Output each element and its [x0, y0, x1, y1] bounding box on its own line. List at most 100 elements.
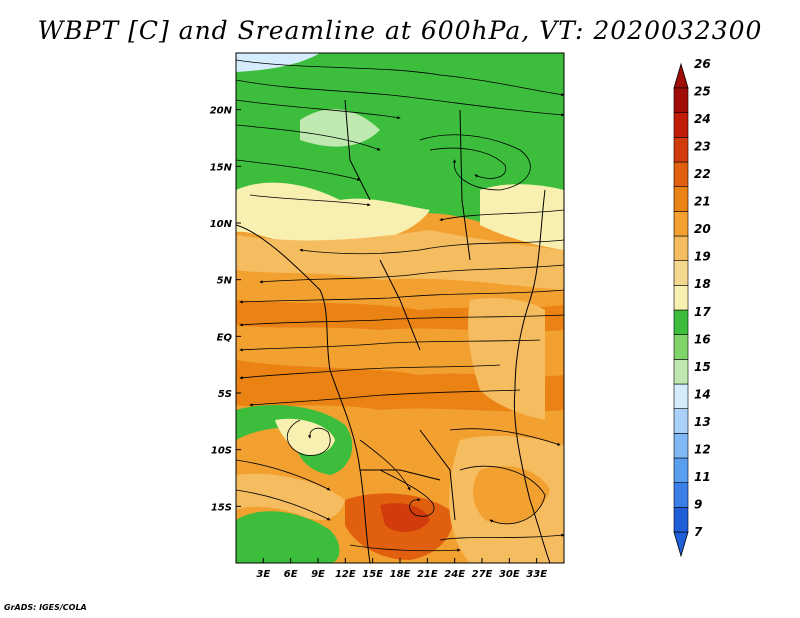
- streamline: [239, 314, 564, 327]
- colorbar-label: 13: [694, 415, 711, 429]
- colorbar-swatch: [673, 482, 689, 508]
- streamline: [249, 389, 521, 407]
- colorbar-swatch: [673, 457, 689, 483]
- lat-tick-label: 20N: [210, 106, 233, 117]
- colorbar-label: 26: [694, 57, 711, 71]
- streamline: [236, 59, 564, 97]
- lightblue-corner: [236, 53, 320, 72]
- colorbar-label: 25: [694, 85, 711, 99]
- border: [360, 469, 441, 481]
- streamline: [236, 459, 331, 491]
- streamline: [429, 147, 507, 179]
- colorbar-label: 23: [694, 140, 711, 154]
- lon-tick-label: 15E: [362, 569, 383, 580]
- colorbar-label: 14: [694, 387, 711, 401]
- colorbar-arrow-top: [673, 62, 689, 89]
- streamline: [259, 264, 564, 284]
- lat-tick-label: 10N: [210, 219, 233, 230]
- streamline: [349, 544, 461, 552]
- lon-axis: 3E 6E 9E 12E 15E 18E 21E 24E 27E 30E 33E: [256, 558, 547, 580]
- green-swirl-sw: [236, 405, 353, 475]
- credit-text: GrADS: IGES/COLA: [4, 603, 87, 612]
- border: [419, 429, 456, 521]
- streamline: [236, 489, 331, 521]
- light-green-patch: [300, 109, 380, 147]
- streamline: [249, 194, 371, 207]
- colorbar-label: 19: [694, 250, 711, 264]
- streamline: [419, 134, 531, 191]
- green-corner-sw: [236, 511, 340, 563]
- colorbar-label: 22: [694, 167, 711, 181]
- page-title: WBPT [C] and Sreamline at 600hPa, VT: 20…: [37, 16, 763, 45]
- streamline: [439, 209, 564, 222]
- colorbar-swatch: [673, 87, 689, 113]
- lon-tick-label: 27E: [472, 569, 493, 580]
- streamline: [449, 428, 561, 446]
- lat-tick-label: 15S: [211, 502, 232, 513]
- lon-tick-label: 12E: [335, 569, 356, 580]
- streamline: [236, 79, 564, 117]
- coastline-east-africa: [513, 189, 551, 563]
- lon-tick-label: 18E: [390, 569, 411, 580]
- border: [459, 109, 471, 261]
- streamline: [236, 99, 401, 120]
- colorbar-swatch: [673, 186, 689, 212]
- colorbar-label: 18: [694, 277, 711, 291]
- coastlines: [236, 99, 551, 563]
- streamline: [239, 289, 564, 304]
- border: [379, 259, 421, 351]
- colorbar-label: 12: [694, 442, 711, 456]
- streamline: [359, 439, 411, 491]
- colorbar: 7 9 11 12 13 14 15 16 17 18 19 20 21 22 23 24 25 26: [673, 57, 711, 558]
- lat-tick-label: 15N: [210, 162, 233, 173]
- colorbar-swatch: [673, 260, 689, 286]
- colorbar-swatch: [673, 507, 689, 533]
- colorbar-label: 11: [694, 470, 711, 484]
- wbpt-field: [236, 53, 564, 563]
- lat-tick-label: 5S: [218, 389, 232, 400]
- streamline: [239, 364, 501, 380]
- colorbar-swatch: [673, 433, 689, 459]
- streamline: [439, 533, 564, 541]
- colorbar-label: 15: [694, 360, 711, 374]
- lon-tick-label: 30E: [499, 569, 520, 580]
- yellow-patch-ne: [480, 184, 564, 250]
- colorbar-swatch: [673, 112, 689, 138]
- lon-tick-label: 33E: [526, 569, 547, 580]
- colorbar-swatch: [673, 285, 689, 311]
- streamline: [236, 124, 381, 151]
- streamline: [459, 465, 546, 525]
- colorbar-swatch: [673, 383, 689, 409]
- streamline: [287, 419, 331, 456]
- colorbar-arrow-bottom: [673, 531, 689, 558]
- colorbar-swatch: [673, 235, 689, 261]
- colorbar-swatch: [673, 309, 689, 335]
- colorbar-label: 7: [694, 525, 703, 539]
- colorbar-swatch: [673, 359, 689, 385]
- lat-axis: 20N 15N 10N 5N EQ 5S 10S 15S: [210, 106, 241, 513]
- colorbar-label: 9: [694, 497, 702, 511]
- lat-tick-label: EQ: [217, 332, 233, 343]
- coastline-west-africa: [236, 224, 371, 563]
- streamline: [379, 469, 435, 517]
- colorbar-swatch: [673, 408, 689, 434]
- lon-tick-label: 9E: [311, 569, 325, 580]
- colorbar-swatch: [673, 137, 689, 163]
- colorbar-label: 24: [694, 112, 711, 126]
- lon-tick-label: 6E: [284, 569, 298, 580]
- green-band-north: [236, 53, 564, 231]
- streamline: [236, 159, 361, 181]
- lon-tick-label: 21E: [417, 569, 438, 580]
- colorbar-label: 20: [694, 222, 711, 236]
- streamlines: [236, 59, 564, 552]
- colorbar-label: 17: [694, 305, 711, 319]
- colorbar-label: 16: [694, 332, 711, 346]
- border: [344, 99, 371, 201]
- streamline: [239, 339, 541, 352]
- lon-tick-label: 3E: [256, 569, 270, 580]
- colorbar-swatch: [673, 334, 689, 360]
- colorbar-swatch: [673, 161, 689, 187]
- streamline: [299, 239, 564, 255]
- lon-tick-label: 24E: [444, 569, 465, 580]
